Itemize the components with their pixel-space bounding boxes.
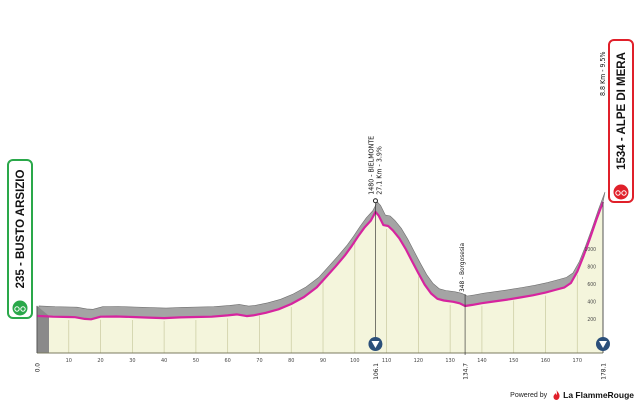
brand-logo: La FlammeRouge (553, 390, 634, 400)
x-axis-layer: 10 20 30 40 50 60 70 80 90 100 110 120 130 140 150 160 1… (33, 202, 607, 380)
sprint-marker-icon (599, 341, 607, 348)
finish-badge-frame (608, 39, 634, 203)
km-marker-label: 106.1 (372, 363, 380, 380)
x-tick-label: 140 (477, 358, 486, 364)
powered-by-label: Powered by (510, 391, 548, 399)
start-badge-frame (7, 159, 33, 319)
brand-name: La FlammeRouge (563, 390, 634, 400)
y-tick-label: 200 (587, 317, 596, 323)
x-tick-label: 160 (541, 358, 550, 364)
start-badge-text: 235 - BUSTO ARSIZIO (15, 170, 27, 289)
x-tick-label: 50 (193, 358, 199, 364)
x-tick-label: 20 (97, 358, 103, 364)
x-tick-label: 80 (288, 358, 294, 364)
x-tick-label: 130 (445, 358, 454, 364)
finish-climb-detail: 8.8 Km - 9.5% (599, 51, 607, 96)
km-marker-label: 0.0 (33, 363, 41, 373)
finish-badge-icon (613, 184, 629, 200)
finish-badge: 1534 - ALPE DI MERA (608, 39, 634, 203)
x-tick-label: 150 (509, 358, 518, 364)
x-tick-label: 170 (573, 358, 582, 364)
y-tick-label: 400 (587, 299, 596, 305)
x-tick-label: 60 (225, 358, 231, 364)
bielmonte-elevation: 1480 - BIELMONTE (367, 136, 375, 195)
x-tick-label: 10 (66, 358, 72, 364)
x-tick-label: 70 (256, 358, 262, 364)
sprint-marker-icon (371, 341, 380, 348)
finish-badge-icon-wheel-a (615, 190, 621, 196)
start-badge-icon-wheel-a (14, 306, 20, 312)
sprint-marker (368, 337, 383, 351)
y-tick-label: 1000 (585, 247, 597, 253)
grid-layer (68, 229, 578, 353)
finish-badge-icon-wheel-b (621, 190, 627, 196)
km-marker-label: 178.1 (599, 363, 607, 380)
x-tick-label: 30 (129, 358, 135, 364)
x-tick-label: 100 (350, 358, 359, 364)
flame-icon (553, 390, 560, 400)
bielmonte-dot (372, 198, 378, 204)
terrain-fill (37, 202, 603, 353)
profile-band-edge (37, 305, 49, 353)
start-badge-icon-wheel-b (20, 306, 26, 312)
bielmonte-detail: 27.1 Km - 3.9% (375, 146, 383, 195)
finish-badge-text: 1534 - ALPE DI MERA (616, 52, 628, 170)
x-tick-label: 110 (382, 358, 391, 364)
x-tick-label: 120 (414, 358, 423, 364)
y-tick-label: 600 (587, 282, 596, 288)
annotation-layer: 1480 - BIELMONTE 27.1 Km - 3.9% 348 - Borg… (367, 51, 610, 355)
y-tick-label: 800 (587, 264, 596, 270)
borgosesia-label: 348 - Borgosesia (458, 242, 466, 291)
x-tick-label: 90 (320, 358, 326, 364)
start-badge-icon (12, 300, 28, 316)
x-tick-label: 40 (161, 358, 167, 364)
badge-layer: 235 - BUSTO ARSIZIO 1534 - ALPE DI MERA (7, 39, 634, 319)
profile-fill-layer (37, 202, 603, 353)
start-badge: 235 - BUSTO ARSIZIO (7, 159, 33, 319)
y-axis-layer: 200 400 600 800 1000 (585, 247, 597, 323)
footer: Powered by La FlammeRouge (510, 388, 634, 402)
km-marker-label: 134.7 (461, 363, 469, 380)
sprint-marker (596, 337, 610, 351)
